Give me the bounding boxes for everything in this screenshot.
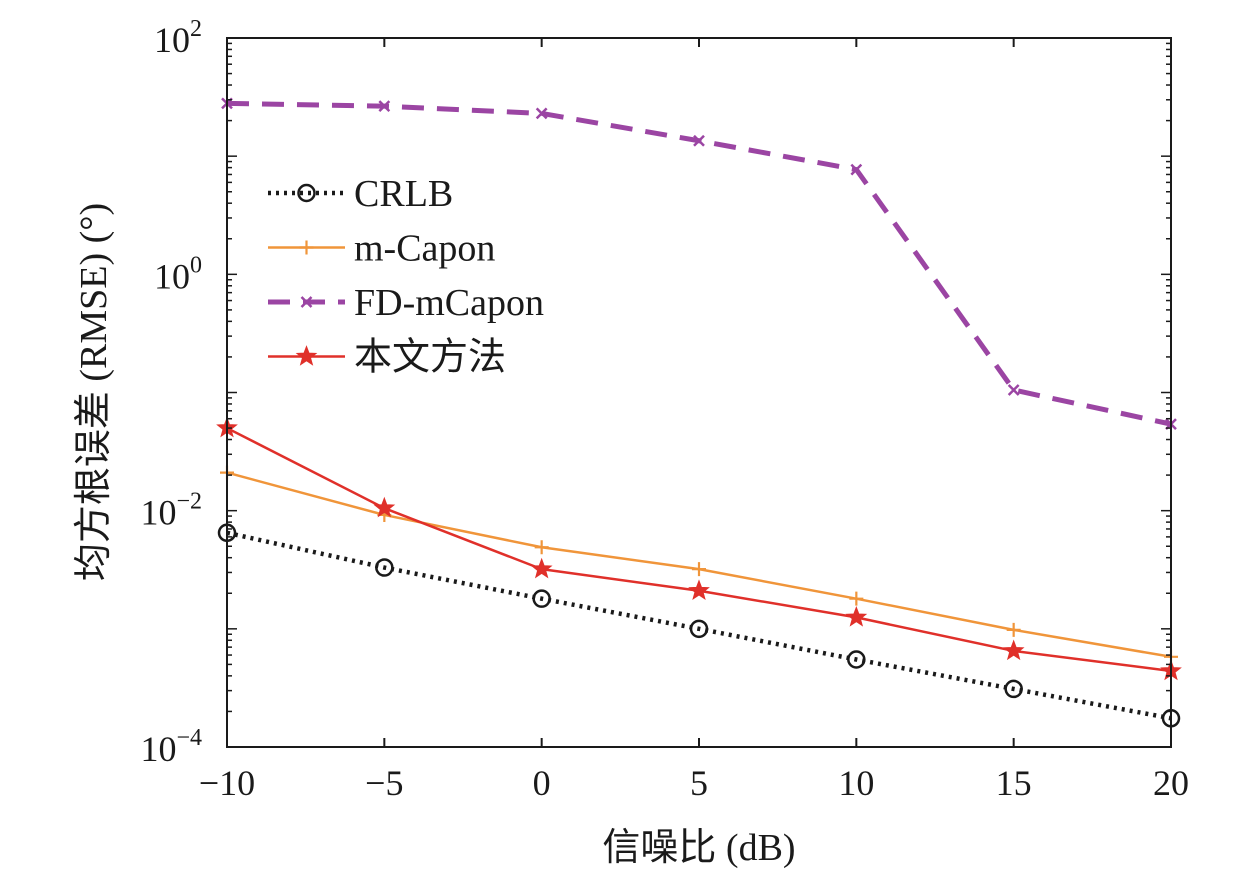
data-point [1004, 679, 1023, 699]
legend-entry: 本文方法 [268, 337, 506, 379]
y-tick-label: 102 [154, 16, 202, 60]
y-axis-label: 均方根误差 (RMSE) (°) [73, 203, 115, 581]
y-tick-base: 10 [140, 493, 176, 533]
series-line [226, 530, 1172, 721]
y-tick-label: 10−2 [140, 489, 202, 533]
legend-marker [299, 240, 314, 255]
data-point [693, 134, 705, 147]
y-tick-base: 10 [154, 256, 190, 296]
data-point [375, 558, 394, 577]
legend-label: m-Capon [354, 228, 495, 270]
y-tick-label: 10−4 [140, 725, 202, 769]
data-point [850, 163, 863, 176]
series-0 [217, 523, 1181, 728]
x-tick-label: 15 [996, 763, 1032, 803]
data-point [373, 496, 396, 518]
data-point [849, 591, 864, 606]
data-point [688, 579, 710, 601]
y-tick-base: 10 [140, 729, 176, 769]
data-point [692, 562, 706, 577]
y-tick-exponent: 0 [190, 252, 202, 278]
legend: CRLB m-Capon FD-mCapon 本文方法 [268, 173, 544, 379]
legend-marker [295, 345, 318, 366]
y-tick-exponent: −2 [176, 489, 202, 515]
x-tick-label: −10 [199, 763, 255, 803]
x-tick-label: 20 [1153, 763, 1189, 803]
y-tick-exponent: −4 [176, 725, 202, 751]
x-tick-label: −5 [365, 763, 403, 803]
data-point [535, 107, 548, 120]
x-axis-label: 信噪比 (dB) [602, 827, 795, 869]
data-point [1006, 622, 1021, 637]
data-point [532, 589, 551, 608]
x-tick-label: 10 [838, 763, 874, 803]
y-tick-exponent: 2 [190, 16, 202, 42]
legend-entry: CRLB [268, 173, 453, 215]
data-point [1002, 639, 1025, 661]
data-point [534, 540, 549, 555]
x-tick-label: 0 [533, 763, 551, 803]
data-point [847, 650, 866, 669]
legend-label: CRLB [354, 173, 453, 215]
x-tick-label: 5 [690, 763, 708, 803]
series-2 [221, 97, 1177, 431]
data-point [845, 605, 868, 627]
data-point [378, 100, 391, 113]
series-line [226, 426, 1172, 673]
legend-entry: m-Capon [268, 228, 495, 270]
data-point [1007, 384, 1020, 396]
series-1 [220, 465, 1178, 664]
legend-entry: FD-mCapon [268, 282, 544, 324]
legend-label: FD-mCapon [354, 282, 544, 324]
legend-marker [297, 183, 316, 203]
legend-label: 本文方法 [354, 337, 506, 379]
data-point [530, 557, 553, 579]
data-point [689, 619, 709, 639]
y-tick-base: 10 [154, 20, 190, 60]
series-3 [216, 416, 1182, 681]
legend-marker [300, 296, 313, 308]
y-tick-label: 100 [154, 252, 202, 296]
